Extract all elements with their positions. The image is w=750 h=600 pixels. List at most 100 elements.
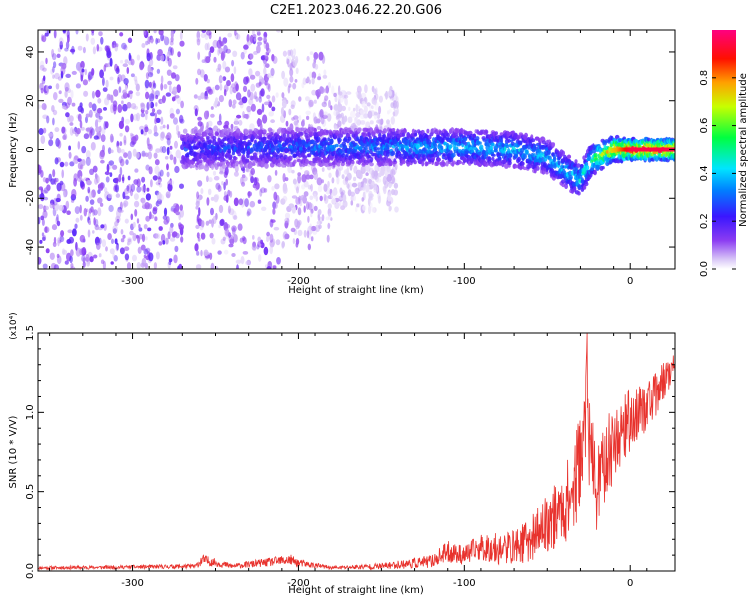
spectrogram-cell <box>64 82 70 92</box>
spectrogram-cell <box>46 184 51 191</box>
spectrogram-cell <box>334 96 338 103</box>
spectrogram-cell <box>91 68 95 76</box>
spectrogram-cell <box>57 139 62 149</box>
spectrogram-cell <box>226 162 230 167</box>
spectrogram-cell <box>347 116 353 124</box>
spectrogram-cell <box>148 99 152 109</box>
spectrogram-cell <box>180 236 184 243</box>
spectrogram-cell <box>146 137 150 147</box>
spectrogram-cell <box>223 84 229 92</box>
spectrogram-cell <box>227 144 232 151</box>
spectrogram-cell <box>250 147 256 152</box>
spectrogram-cell <box>156 109 162 115</box>
spectrogram-cell <box>321 162 326 166</box>
spectrogram-cell <box>174 94 180 99</box>
spectrogram-cell <box>223 181 226 191</box>
spectrogram-cell <box>71 102 76 107</box>
spectrogram-cell <box>294 79 298 83</box>
spectrogram-cell <box>144 236 148 241</box>
spectrogram-cell <box>255 96 259 102</box>
spectrogram-cell <box>58 98 64 103</box>
spectrogram-cell <box>165 237 169 245</box>
spectrogram-cell <box>362 132 367 138</box>
spectrogram-cell <box>282 231 288 240</box>
spectrogram-cell <box>38 204 44 210</box>
spectrogram-cell <box>56 203 60 209</box>
spectrogram-cell <box>179 118 185 124</box>
spectrogram-cell <box>361 143 365 149</box>
spectrogram-cell <box>310 225 317 232</box>
spectrogram-cell <box>128 52 131 62</box>
spectrogram-cell <box>313 127 317 134</box>
spectrogram-cell <box>129 141 135 148</box>
spectrogram-cell <box>124 253 130 261</box>
spectrogram-cell <box>297 174 301 184</box>
spectrogram-cell <box>561 182 566 188</box>
spectrogram-cell <box>120 238 125 243</box>
spectrogram-cell <box>426 128 430 134</box>
spectrogram-cell <box>323 98 327 105</box>
spectrogram-cell <box>366 178 372 186</box>
spectrogram-cell <box>49 203 54 209</box>
spectrogram-cell <box>370 180 375 188</box>
spectrogram-cell <box>289 49 294 57</box>
spectrogram-cell <box>115 184 119 193</box>
spectrogram-cell <box>91 30 95 34</box>
spectrogram-cell <box>264 162 269 169</box>
spectrogram-cell <box>328 162 333 167</box>
spectrogram-cell <box>126 185 130 192</box>
spectrogram-cell <box>41 77 46 85</box>
spectrogram-cell <box>155 37 158 45</box>
spectrogram-cell <box>100 224 105 229</box>
spectrogram-cell <box>234 164 239 173</box>
spectrogram-cell <box>123 78 129 85</box>
spectrogram-cell <box>79 120 83 129</box>
spectrogram-cell <box>56 253 60 258</box>
spectrogram-cell <box>239 237 244 243</box>
spectrogram-cell <box>91 90 95 99</box>
spectrogram-cell <box>196 37 201 42</box>
spectrogram-cell <box>209 46 215 53</box>
spectrogram-cell <box>321 167 325 172</box>
spectrogram-cell <box>156 191 162 201</box>
spectrogram-cell <box>70 249 74 257</box>
spectrogram-cell <box>166 146 170 156</box>
spectrogram-cell <box>246 60 253 65</box>
spectrogram-cell <box>154 165 160 175</box>
spectrogram-cell <box>81 247 87 256</box>
spectrogram-cell <box>57 237 60 247</box>
spectrogram-cell <box>64 260 69 265</box>
spectrogram-cell <box>201 59 206 63</box>
spectrogram-cell <box>367 110 373 119</box>
spectrogram-cell <box>100 36 104 45</box>
spectrogram-cell <box>72 128 78 135</box>
spectrogram-cell <box>42 67 47 72</box>
spectrogram-cell <box>80 74 84 82</box>
spectrogram-cell <box>258 254 262 262</box>
spectrogram-cell <box>213 175 220 181</box>
spectrogram-cell <box>97 207 102 217</box>
spectrogram-cell <box>310 101 314 107</box>
spectrogram-cell <box>327 137 330 142</box>
spectrogram-cell <box>223 89 227 97</box>
spectrogram-cell <box>246 259 251 266</box>
spectrogram-cell <box>45 177 49 184</box>
spectrogram-cell <box>39 60 45 69</box>
spectrogram-cell <box>165 134 170 140</box>
spectrogram-cell <box>210 113 215 118</box>
spectrogram-cell <box>288 155 293 161</box>
spectrogram-cell <box>154 90 160 97</box>
figure-title: C2E1.2023.046.22.20.G06 <box>270 3 442 18</box>
spectrogram-cell <box>173 254 178 264</box>
spectrogram-cell <box>77 113 82 122</box>
spectrogram-cell <box>242 237 247 245</box>
spectrogram-cell <box>124 85 128 91</box>
spectrogram-cell <box>249 123 255 131</box>
spectrogram-cell <box>377 147 380 151</box>
spectrogram-cell <box>451 152 456 158</box>
spectrogram-cell <box>299 200 303 207</box>
spectrogram-cell <box>356 169 362 178</box>
spectrogram-cell <box>189 165 193 169</box>
spectrogram-cell <box>266 231 270 237</box>
spectrogram-cell <box>309 223 313 231</box>
